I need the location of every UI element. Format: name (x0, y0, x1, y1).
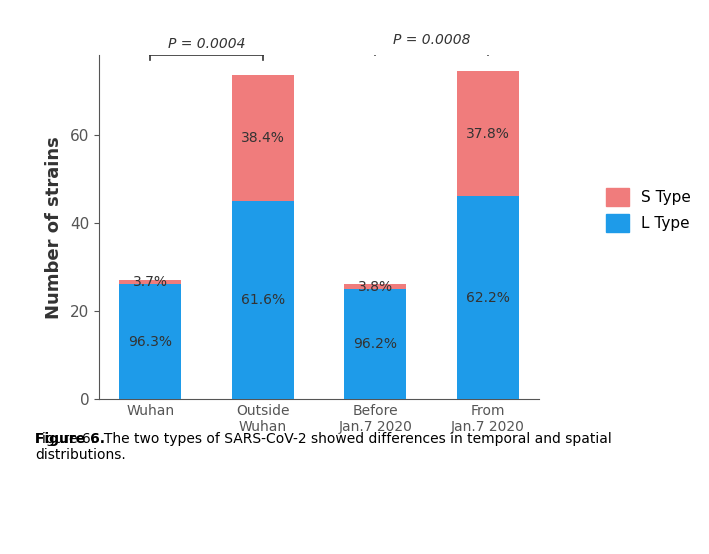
Text: 37.8%: 37.8% (466, 126, 510, 141)
Text: 61.6%: 61.6% (240, 293, 285, 307)
Text: 38.4%: 38.4% (241, 131, 285, 145)
Text: P = 0.0008: P = 0.0008 (393, 33, 470, 47)
Text: 96.2%: 96.2% (353, 337, 397, 351)
Legend: S Type, L Type: S Type, L Type (598, 180, 698, 240)
Text: 3.7%: 3.7% (133, 275, 168, 289)
Text: Figure 6.: Figure 6. (35, 432, 106, 446)
Text: P = 0.0004: P = 0.0004 (168, 37, 245, 51)
Bar (457, 196, 519, 399)
Bar (457, 71, 519, 196)
Bar (345, 284, 406, 289)
Bar (232, 75, 294, 201)
Bar (119, 280, 182, 284)
Text: 3.8%: 3.8% (358, 280, 393, 294)
Bar (119, 284, 182, 399)
Text: 96.3%: 96.3% (128, 335, 172, 348)
Bar (232, 201, 294, 399)
Bar (345, 289, 406, 399)
Y-axis label: Number of strains: Number of strains (45, 136, 63, 319)
Text: Figure 6.  The two types of SARS-CoV-2 showed differences in temporal and spatia: Figure 6. The two types of SARS-CoV-2 sh… (35, 432, 612, 463)
Text: 62.2%: 62.2% (466, 291, 510, 305)
